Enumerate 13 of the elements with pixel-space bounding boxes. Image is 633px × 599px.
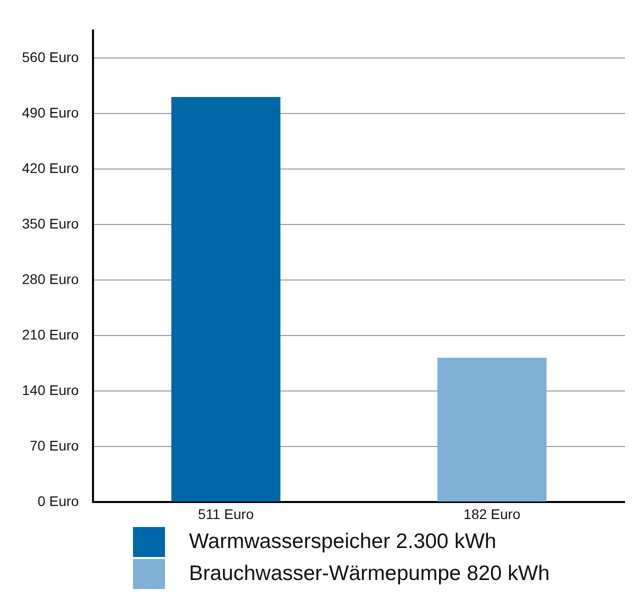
y-tick-label: 0 Euro <box>38 492 80 509</box>
y-tick-label: 210 Euro <box>22 326 80 342</box>
y-tick-label: 490 Euro <box>22 104 80 120</box>
data-label: 511 Euro <box>198 506 254 522</box>
y-tick-label: 70 Euro <box>30 437 80 454</box>
y-tick-label: 350 Euro <box>22 215 80 232</box>
y-tick-label: 420 Euro <box>22 160 80 176</box>
y-tick-label: 560 Euro <box>22 49 80 65</box>
legend-label: Warmwasserspeicher 2.300 kWh <box>189 530 496 554</box>
y-tick-label: 280 Euro <box>22 270 80 287</box>
data-label: 182 Euro <box>464 506 521 522</box>
legend-label: Brauchwasser-Wärmepumpe 820 kWh <box>189 562 550 586</box>
y-tick-label: 140 Euro <box>22 382 80 398</box>
